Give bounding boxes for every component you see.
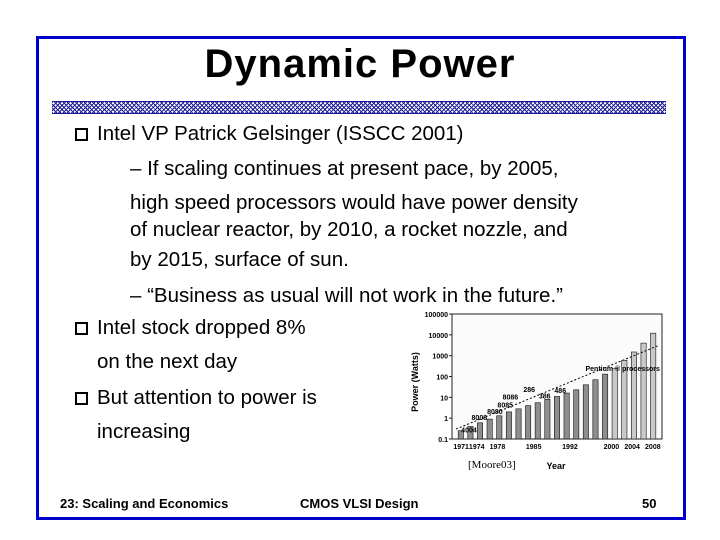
title-divider <box>52 101 666 114</box>
chart-bar <box>477 422 483 440</box>
processor-label: 386 <box>539 393 551 400</box>
chart-bar <box>496 415 503 440</box>
checkbox-bullet-icon <box>75 128 88 141</box>
chart-bar <box>534 402 541 440</box>
chart-bar <box>515 408 522 440</box>
sub-bullet-text: by 2015, surface of sun. <box>130 248 349 271</box>
y-tick-label: 0.1 <box>438 437 448 444</box>
processor-label: 8085 <box>497 403 513 410</box>
chart-bar <box>505 411 512 440</box>
chart-bar <box>582 384 589 440</box>
x-tick-label: 1992 <box>562 444 578 451</box>
chart-bar <box>631 351 637 440</box>
processor-label: 486 <box>554 388 566 395</box>
bullet-text: Intel stock dropped 8% <box>97 316 306 339</box>
chart-trend-line <box>455 345 659 430</box>
processor-label: 8008 <box>472 415 488 422</box>
slide-title: Dynamic Power <box>204 42 516 86</box>
chart-xlabel: Year <box>546 461 566 471</box>
processor-label: 4004 <box>461 428 477 435</box>
x-tick-label: 2004 <box>624 444 640 451</box>
x-tick-label: 1978 <box>490 444 506 451</box>
sub-bullet-text: high speed processors would have power d… <box>130 191 578 214</box>
checkbox-bullet-icon <box>75 392 88 405</box>
power-chart: Power (Watts) 100000 10000 1000 100 10 1 0.1 19… <box>410 312 663 471</box>
chart-bar <box>611 367 618 440</box>
checkbox-bullet-icon <box>75 322 88 335</box>
y-tick-label: 10000 <box>429 333 449 340</box>
processor-label: 8080 <box>487 409 503 416</box>
page-number: 50 <box>642 496 657 511</box>
chart-bar <box>640 342 647 440</box>
x-tick-label: 1985 <box>526 444 542 451</box>
bullet-text: increasing <box>97 420 191 443</box>
x-tick-label: 2000 <box>604 444 620 451</box>
processor-label: 286 <box>523 387 535 394</box>
chart-bar <box>573 389 580 440</box>
sub-bullet-text: – If scaling continues at present pace, … <box>130 157 559 180</box>
citation: [Moore03] <box>468 459 516 471</box>
x-tick-label: 1974 <box>469 444 485 451</box>
bullet-text: Intel VP Patrick Gelsinger (ISSCC 2001) <box>97 122 464 145</box>
bullet-text: But attention to power is <box>97 386 317 409</box>
footer-center: CMOS VLSI Design <box>300 496 419 511</box>
chart-bar <box>563 392 570 440</box>
chart-bar <box>525 405 532 440</box>
chart-bar <box>457 430 464 440</box>
sub-bullet-text: of nuclear reactor, by 2010, a rocket no… <box>130 218 568 241</box>
slide-frame <box>36 36 686 520</box>
x-tick-label: 2008 <box>645 444 661 451</box>
chart-bar <box>544 399 551 440</box>
y-tick-label: 1000 <box>432 354 448 361</box>
y-tick-label: 10 <box>440 395 448 402</box>
chart-bar <box>486 418 493 440</box>
chart-bar <box>592 379 599 440</box>
footer-left: 23: Scaling and Economics <box>60 496 229 511</box>
x-tick-label: 1971 <box>453 444 469 451</box>
y-tick-label: 100000 <box>425 312 448 319</box>
chart-bar <box>554 396 560 440</box>
chart-bar <box>621 359 628 440</box>
chart-bar <box>467 426 474 440</box>
processor-label: Pentium ® processors <box>585 365 660 373</box>
sub-bullet-text: – “Business as usual will not work in th… <box>130 284 563 307</box>
processor-label: 8086 <box>503 394 519 401</box>
chart-bar <box>650 332 657 440</box>
bullet-text: on the next day <box>97 350 238 373</box>
chart-bar <box>602 373 609 440</box>
chart-ylabel: Power (Watts) <box>410 352 420 412</box>
y-tick-label: 100 <box>436 375 448 382</box>
y-tick-label: 1 <box>444 416 448 423</box>
